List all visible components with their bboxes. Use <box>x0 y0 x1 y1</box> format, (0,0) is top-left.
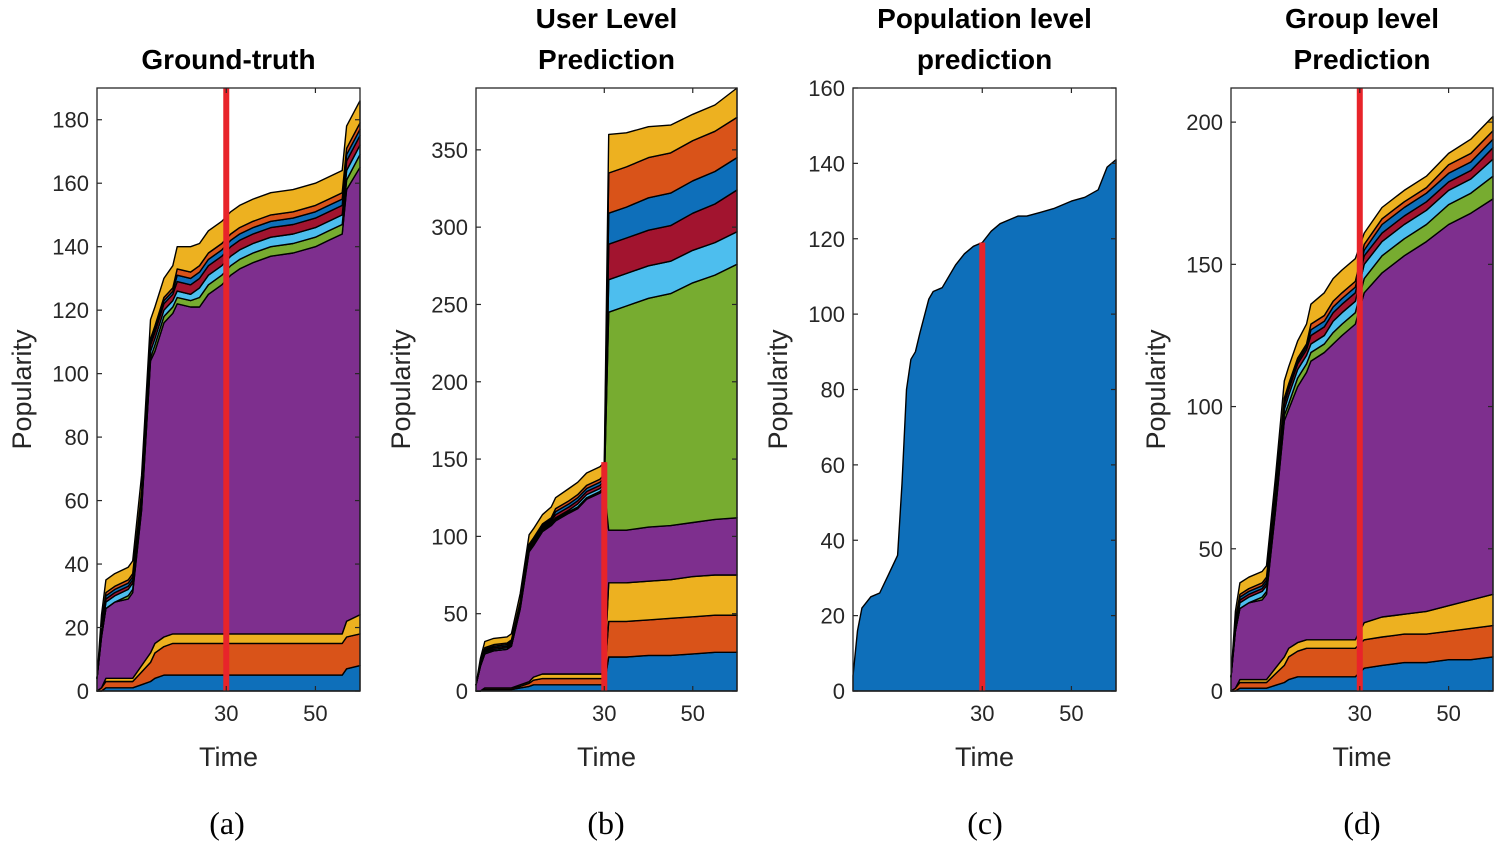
panel-b-xtick-label: 50 <box>681 701 705 726</box>
panel-d-chart: Group level Prediction 0 50 100 150 200 30 50 Tim… <box>1141 3 1494 841</box>
panel-b-ytick-label: 50 <box>444 602 468 627</box>
panel-a-title-line-0: Ground-truth <box>141 44 315 75</box>
panel-d-xlabel: Time <box>1333 742 1392 772</box>
panel-a-ylabel: Popularity <box>7 329 37 450</box>
panel-b-ytick-label: 150 <box>431 447 468 472</box>
panel-c-title-line-0: Population level <box>877 3 1092 34</box>
panel-d-xtick-label: 30 <box>1348 701 1372 726</box>
panel-a-ytick-label: 120 <box>52 298 89 323</box>
panel-b-title-line-0: User Level <box>536 3 678 34</box>
panel-c-ytick-label: 40 <box>821 528 845 553</box>
panel-a-ytick-label: 160 <box>52 171 89 196</box>
panel-b-ytick-label: 100 <box>431 524 468 549</box>
panel-c-ytick-label: 80 <box>821 378 845 403</box>
panel-b-xtick-label: 30 <box>592 701 616 726</box>
panel-b-axes-box <box>475 87 738 692</box>
panel-d-ytick-label: 150 <box>1186 252 1223 277</box>
panel-c-ytick-label: 120 <box>808 227 845 252</box>
panel-d-caption: (d) <box>1343 805 1380 841</box>
panel-b-title-line-1: Prediction <box>538 44 675 75</box>
panel-c-ytick-label: 20 <box>821 604 845 629</box>
panel-a-ytick-label: 60 <box>65 489 89 514</box>
panel-d-ylabel: Popularity <box>1141 329 1171 450</box>
panel-c-ytick-label: 100 <box>808 302 845 327</box>
panel-b-xlabel: Time <box>577 742 636 772</box>
panel-c-ytick-label: 60 <box>821 453 845 478</box>
panel-c-chart: Population level prediction 0 20 40 60 80 100 12… <box>763 3 1117 841</box>
panel-b-caption: (b) <box>587 805 624 841</box>
panel-c-ytick-label: 140 <box>808 151 845 176</box>
panel-a-ytick-label: 100 <box>52 362 89 387</box>
panel-a-ytick-label: 80 <box>65 425 89 450</box>
panel-c-caption: (c) <box>967 805 1003 841</box>
panel-d-ytick-label: 100 <box>1186 395 1223 420</box>
panel-a-xlabel: Time <box>199 742 258 772</box>
panel-b-chart: User Level Prediction 0 50 100 150 200 250 300 35… <box>386 3 738 841</box>
panel-a-caption: (a) <box>209 805 245 841</box>
panel-b-ytick-label: 350 <box>431 138 468 163</box>
panel-a-ytick-label: 140 <box>52 235 89 260</box>
panel-a-chart: Ground-truth 0 20 40 60 80 100 120 140 160 180 30 50… <box>7 44 361 841</box>
panel-c-xtick-label: 30 <box>970 701 994 726</box>
panel-a-axes-box <box>96 87 361 692</box>
panel-a-xtick-label: 30 <box>214 701 238 726</box>
panel-c-ytick-label: 160 <box>808 76 845 101</box>
panel-d-xtick-label: 50 <box>1436 701 1460 726</box>
panel-b-ytick-label: 300 <box>431 215 468 240</box>
panel-b-ytick-label: 250 <box>431 292 468 317</box>
panel-d-ytick-label: 200 <box>1186 110 1223 135</box>
panel-d-title-line-1: Prediction <box>1294 44 1431 75</box>
panel-a-ytick-label: 0 <box>77 679 89 704</box>
panel-b-ytick-label: 0 <box>456 679 468 704</box>
panel-a-ytick-label: 40 <box>65 552 89 577</box>
panel-d-ytick-label: 0 <box>1211 679 1223 704</box>
panel-d-title-line-0: Group level <box>1285 3 1439 34</box>
panel-c-xlabel: Time <box>955 742 1014 772</box>
panel-c-ylabel: Popularity <box>763 329 793 450</box>
panel-a-ytick-label: 20 <box>65 616 89 641</box>
panel-c-title-line-1: prediction <box>917 44 1052 75</box>
panel-b-ylabel: Popularity <box>386 329 416 450</box>
panel-c-xtick-label: 50 <box>1059 701 1083 726</box>
panel-b-ytick-label: 200 <box>431 370 468 395</box>
panel-c-ytick-label: 0 <box>833 679 845 704</box>
panel-a-ytick-label: 180 <box>52 108 89 133</box>
panel-d-axes-box <box>1230 87 1494 692</box>
panel-a-xtick-label: 50 <box>303 701 327 726</box>
panel-d-ytick-label: 50 <box>1199 537 1223 562</box>
